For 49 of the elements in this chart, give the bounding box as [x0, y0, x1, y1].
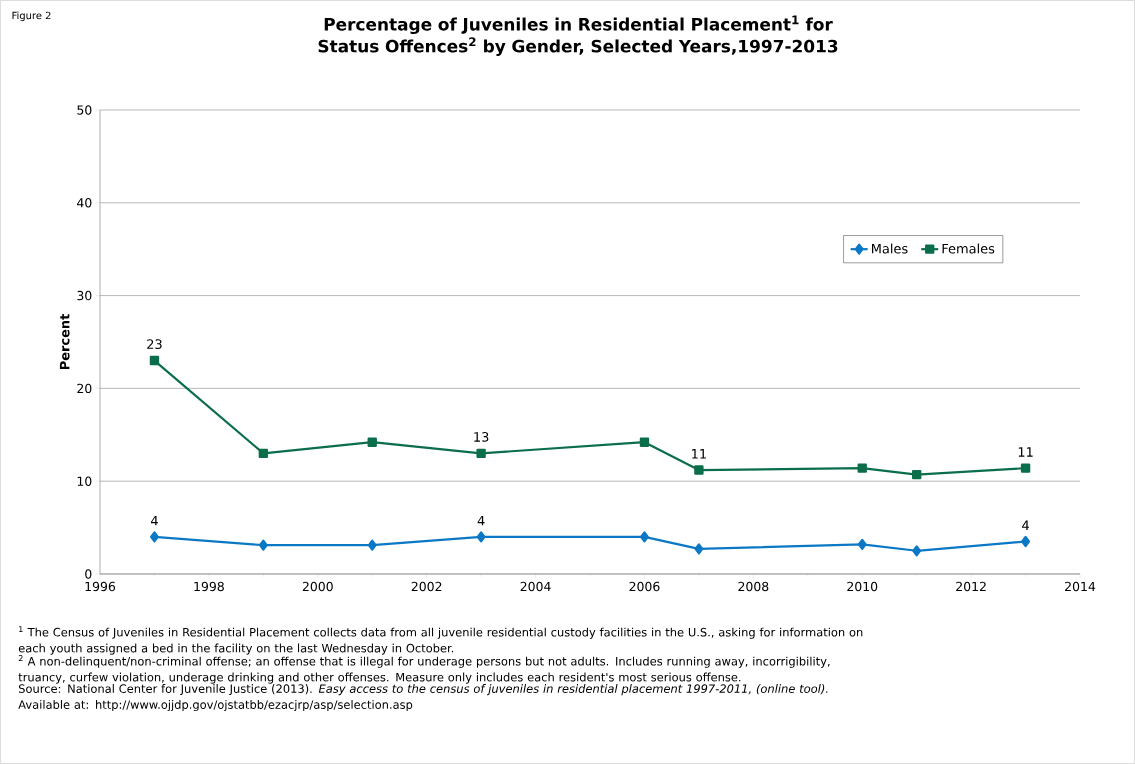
- y-tick-label: 30: [77, 290, 92, 301]
- point: [258, 539, 268, 551]
- point: [476, 531, 486, 543]
- x-tick-label: 1996: [85, 581, 116, 592]
- y-tick-label: 50: [77, 105, 92, 115]
- x-tick-label: 2000: [302, 581, 333, 592]
- x-tick-label: 2008: [738, 581, 769, 592]
- chart-title: Percentage of Juveniles in Residential Placement$^{1}$ for Status Offences$^{2}$ by Gender, Selected Years,1997-2013: [318, 15, 838, 56]
- data-label: 4: [1022, 520, 1029, 530]
- x-tick-label: 2014: [1065, 581, 1096, 592]
- y-tick-label: 0: [85, 569, 92, 579]
- legend-label: Females: [942, 243, 995, 254]
- y-tick-label: 40: [77, 198, 92, 208]
- data-label: 23: [147, 339, 162, 350]
- x-tick-label: 2006: [629, 581, 660, 592]
- point: [258, 448, 269, 459]
- legend-label: Males: [872, 243, 908, 254]
- point: [149, 531, 159, 543]
- y-tick-label: 20: [77, 383, 92, 394]
- y-tick-label: 10: [77, 476, 92, 486]
- data-label: 4: [477, 515, 485, 526]
- point: [694, 465, 704, 475]
- point: [639, 437, 650, 447]
- source-note: Source: National Center for Juvenile Justice (2013). Easy access to the census of juveniles in residential placement 1997-2011, (online tool). Available at: http://www.ojjdp.gov/ojstatbb/ezacjrp/asp/selection.asp: [18, 684, 828, 712]
- data-label: 11: [692, 449, 706, 459]
- point: [476, 448, 486, 459]
- point: [149, 355, 160, 366]
- point: [367, 437, 377, 447]
- text: $^{1}$ The Census of Juveniles in Residential Placement collects data from all juvenile residential custody facilities in the U.S., asking for information on each youth assigned a bed in the facility on the last Wednesday in October.: [18, 626, 863, 655]
- x-tick-label: 2012: [956, 581, 986, 592]
- data-label: 4: [150, 515, 158, 526]
- point: [639, 531, 649, 543]
- data-label: 13: [474, 432, 489, 442]
- x-tick-label: 2002: [411, 581, 442, 592]
- point: [911, 470, 922, 480]
- x-tick-label: 1998: [194, 581, 224, 592]
- point: [367, 539, 377, 551]
- y-axis-title: Percent: [59, 314, 70, 370]
- point: [1020, 463, 1031, 473]
- data-label: 11: [1018, 447, 1033, 457]
- x-tick-label: 2010: [847, 581, 878, 592]
- point: [912, 545, 922, 557]
- point: [694, 543, 704, 555]
- point: [1021, 535, 1031, 548]
- point: [857, 538, 867, 550]
- point: [857, 463, 867, 473]
- text: $^{2}$ A non-delinquent/non-criminal offense; an offense that is illegal for underage persons but not adults. Includes running away, incorrigibility, truancy, curfew violation, underage drinking and other offenses. Measure only includes each resident's most serious offense.: [18, 655, 830, 684]
- caption: Figure 2: [12, 11, 51, 22]
- x-tick-label: 2004: [520, 581, 551, 592]
